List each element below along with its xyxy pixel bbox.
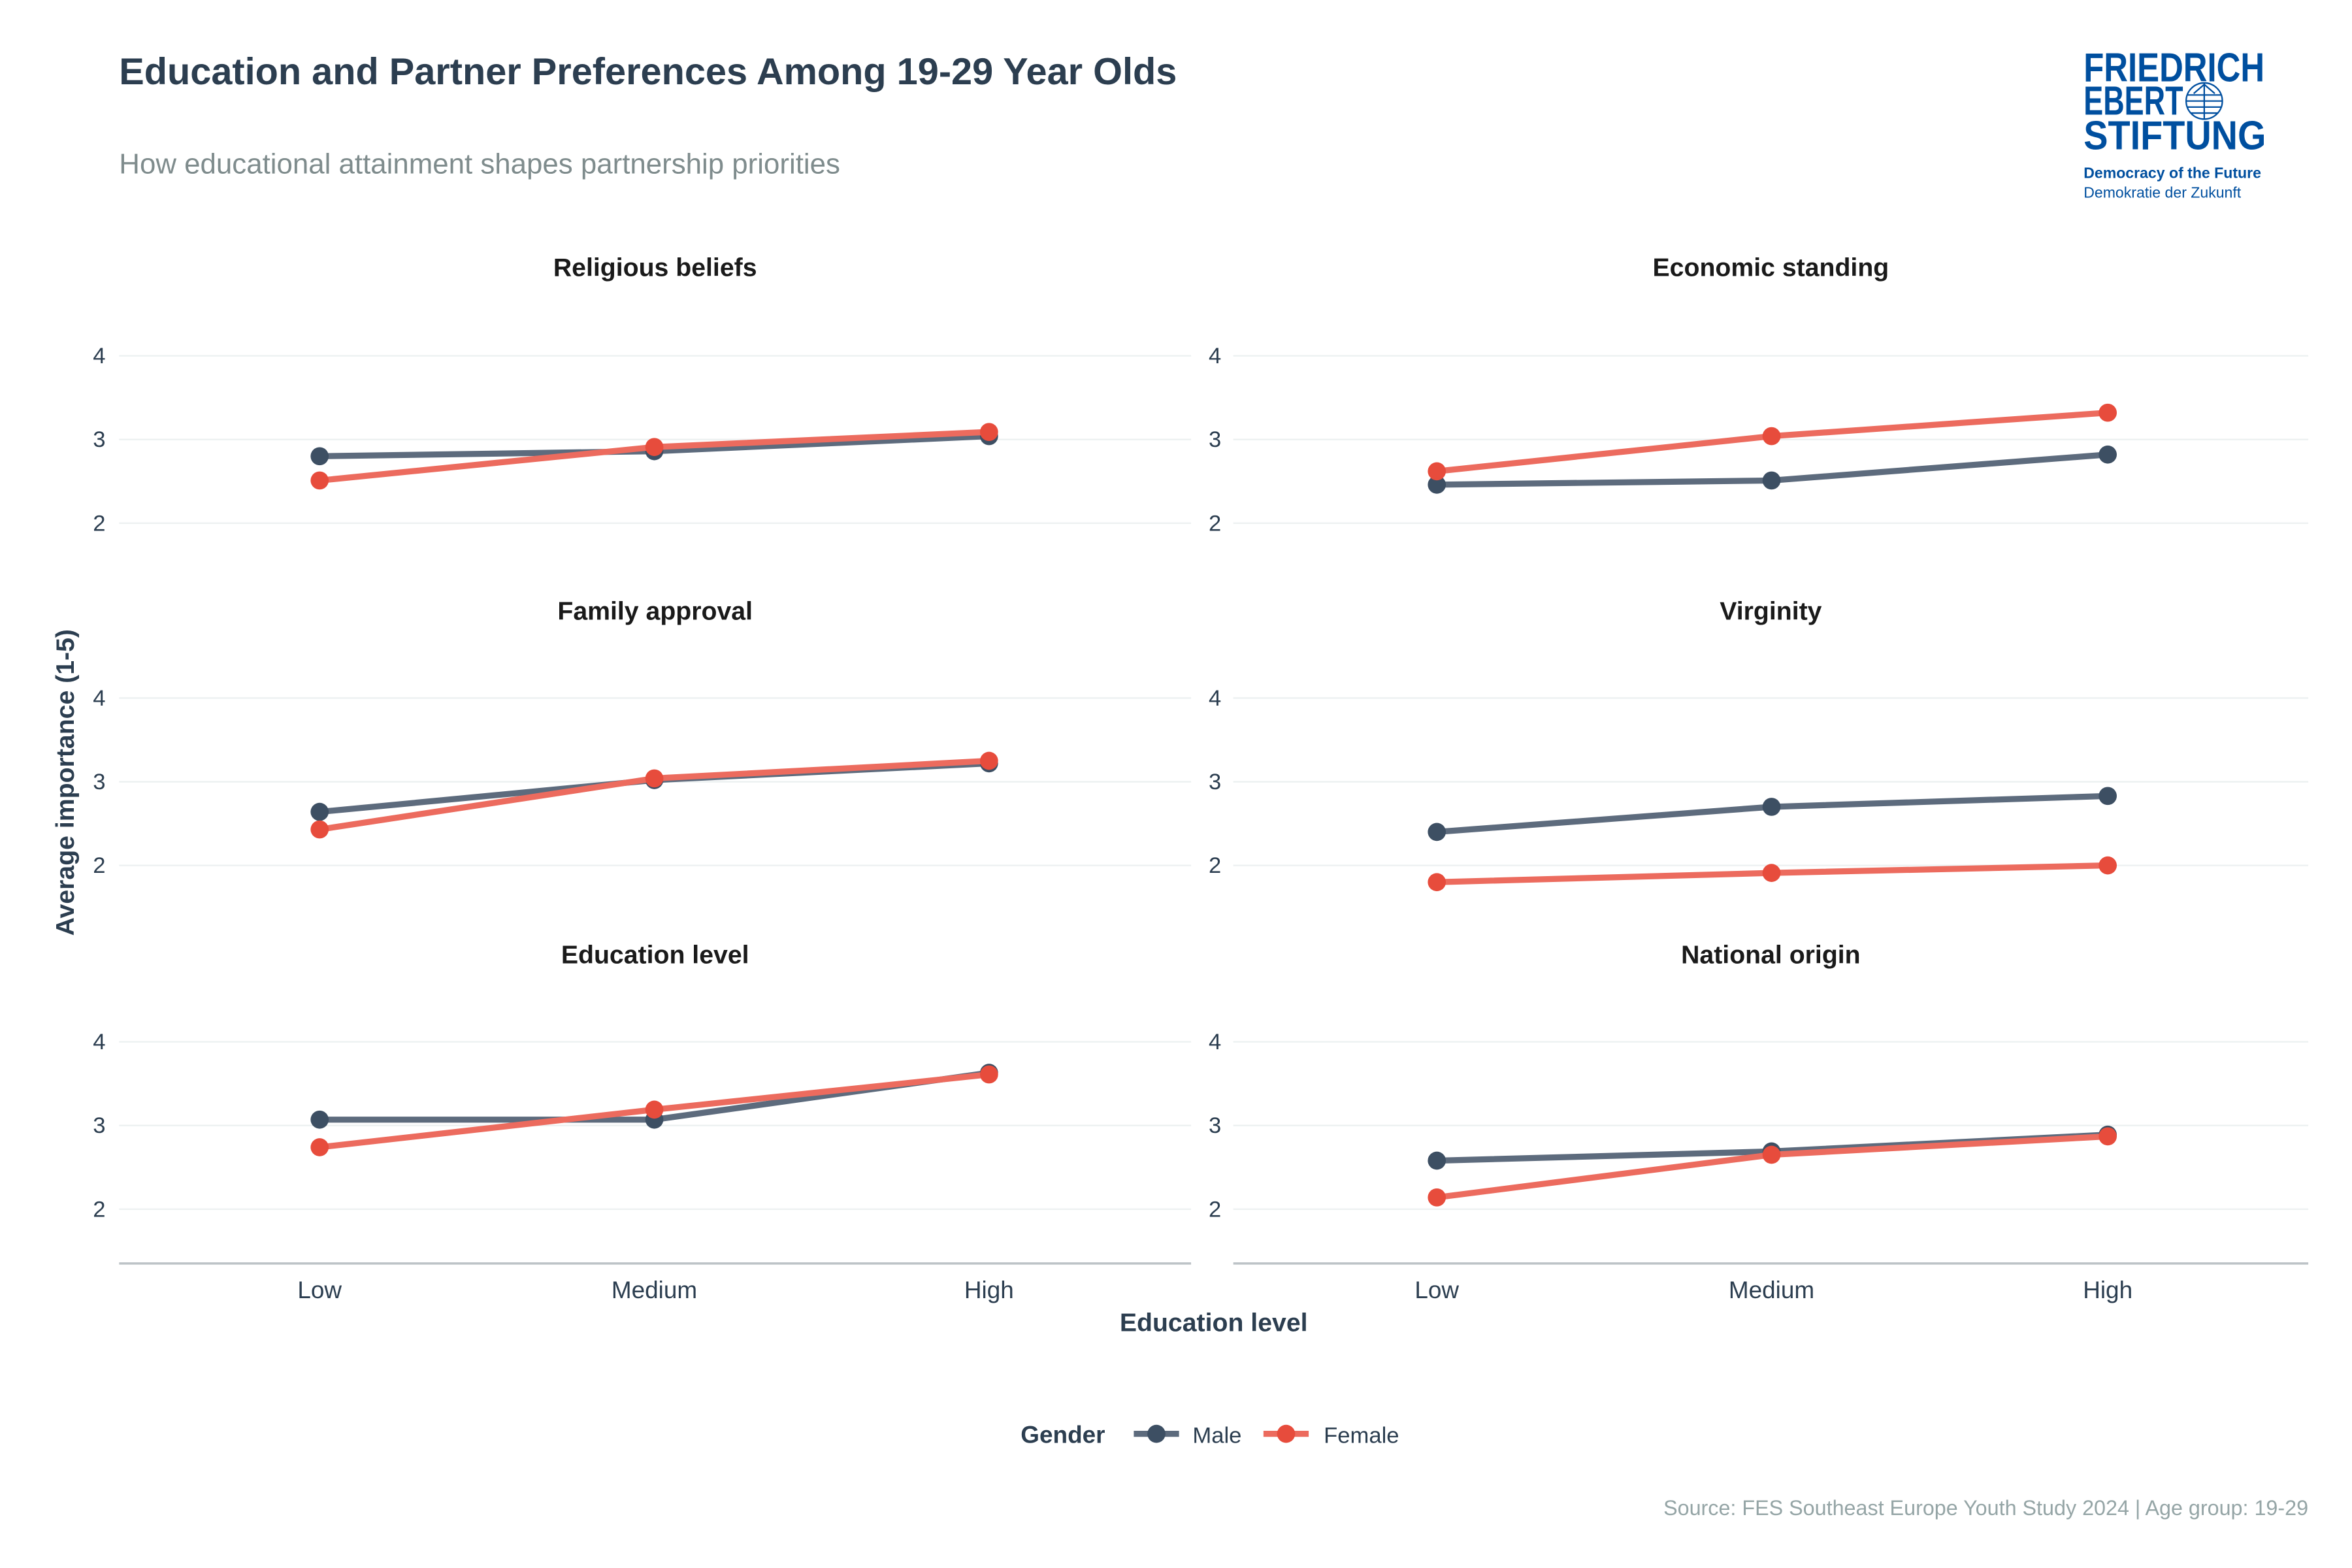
panel-title: National origin xyxy=(1681,941,1861,970)
y-tick-label: 4 xyxy=(93,1030,105,1054)
panel-economic-standing: Economic standing 2 3 4 xyxy=(1209,253,2309,536)
data-point-female xyxy=(310,820,329,839)
data-point-female xyxy=(1428,1188,1446,1207)
y-tick-label: 4 xyxy=(1209,686,1221,711)
panel-family-approval: Family approval 2 3 4 xyxy=(93,596,1192,878)
data-point-female xyxy=(2099,856,2117,875)
data-point-female xyxy=(645,438,664,457)
data-point-female xyxy=(2099,1127,2117,1146)
legend-title: Gender xyxy=(1021,1421,1105,1448)
panel-title: Education level xyxy=(561,941,749,970)
y-tick-label: 4 xyxy=(1209,344,1221,368)
y-tick-label: 2 xyxy=(1209,853,1221,878)
y-tick-label: 2 xyxy=(93,853,105,878)
legend-marker-female xyxy=(1277,1424,1296,1443)
y-tick-label: 2 xyxy=(93,511,105,536)
logo-tagline-de: Demokratie der Zukunft xyxy=(2083,184,2242,201)
x-tick-label: Medium xyxy=(1729,1277,1814,1303)
data-point-male xyxy=(310,1110,329,1129)
x-tick-label: Low xyxy=(297,1277,342,1303)
data-point-female xyxy=(645,769,664,788)
y-tick-label: 4 xyxy=(1209,1030,1221,1054)
legend-marker-male xyxy=(1147,1424,1166,1443)
y-tick-label: 2 xyxy=(1209,1197,1221,1222)
data-point-male xyxy=(2099,787,2117,806)
data-point-male xyxy=(1428,1151,1446,1170)
y-tick-label: 3 xyxy=(93,427,105,452)
data-point-female xyxy=(310,1138,329,1156)
y-tick-label: 3 xyxy=(93,1113,105,1138)
data-point-female xyxy=(1762,864,1781,882)
panel-title: Religious beliefs xyxy=(553,253,757,282)
data-point-male xyxy=(310,802,329,821)
globe-icon xyxy=(2185,82,2223,120)
data-point-female xyxy=(980,423,998,442)
data-point-male xyxy=(1762,798,1781,816)
data-point-female xyxy=(980,751,998,770)
panel-title: Family approval xyxy=(557,596,753,625)
panel-virginity: Virginity 2 3 4 xyxy=(1209,596,2309,892)
data-point-male xyxy=(310,447,329,466)
panel-national-origin: National origin 2 3 4 Low Medium High xyxy=(1209,941,2309,1303)
y-tick-label: 4 xyxy=(93,686,105,711)
source-caption: Source: FES Southeast Europe Youth Study… xyxy=(1663,1496,2308,1520)
y-tick-label: 2 xyxy=(93,1197,105,1222)
y-axis-label: Average importance (1-5) xyxy=(51,629,80,936)
chart-title: Education and Partner Preferences Among … xyxy=(119,51,1177,93)
y-tick-label: 3 xyxy=(93,770,105,794)
data-point-female xyxy=(1762,427,1781,446)
fes-logo: FRIEDRICH EBERT STIFTUNG Democracy of th… xyxy=(2083,46,2266,201)
y-tick-label: 2 xyxy=(1209,511,1221,536)
data-point-male xyxy=(1428,823,1446,841)
data-point-female xyxy=(1762,1145,1781,1164)
data-point-female xyxy=(310,471,329,490)
logo-line-2: EBERT xyxy=(2083,78,2183,123)
data-point-male xyxy=(2099,445,2117,464)
data-point-female xyxy=(980,1065,998,1084)
logo-tagline-en: Democracy of the Future xyxy=(2083,164,2261,181)
x-tick-label: High xyxy=(2083,1277,2132,1303)
data-point-male xyxy=(1762,471,1781,490)
data-point-female xyxy=(1428,462,1446,481)
y-tick-label: 3 xyxy=(1209,427,1221,452)
panel-religious-beliefs: Religious beliefs 2 3 4 xyxy=(93,253,1192,536)
x-tick-label: Low xyxy=(1414,1277,1459,1303)
legend-entry-female[interactable]: Female xyxy=(1324,1423,1399,1448)
logo-line-3: STIFTUNG xyxy=(2083,113,2266,158)
logo-line-1: FRIEDRICH xyxy=(2083,46,2264,91)
panel-title: Economic standing xyxy=(1653,253,1889,282)
y-tick-label: 3 xyxy=(1209,770,1221,794)
data-point-male xyxy=(1428,476,1446,494)
data-point-female xyxy=(1428,873,1446,892)
legend-entry-male[interactable]: Male xyxy=(1192,1423,1241,1448)
data-point-female xyxy=(645,1100,664,1119)
y-tick-label: 4 xyxy=(93,344,105,368)
x-tick-label: High xyxy=(964,1277,1014,1303)
y-tick-label: 3 xyxy=(1209,1113,1221,1138)
data-point-female xyxy=(2099,403,2117,422)
chart-subtitle: How educational attainment shapes partne… xyxy=(119,148,840,180)
legend: Gender Male Female xyxy=(1021,1421,1399,1448)
x-tick-label: Medium xyxy=(612,1277,697,1303)
panel-title: Virginity xyxy=(1720,596,1821,625)
x-axis-label: Education level xyxy=(1120,1309,1308,1337)
panel-education-level: Education level 2 3 4 Low Medium High xyxy=(93,941,1192,1303)
